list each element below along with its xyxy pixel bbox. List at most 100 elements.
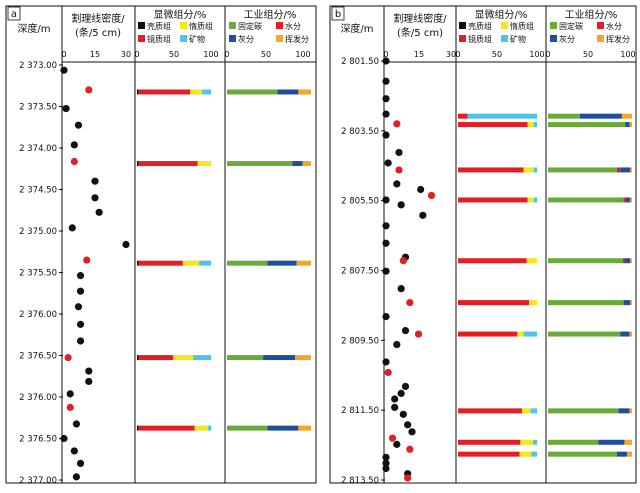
panel-a-cleat-tick-30: 30: [121, 50, 131, 59]
cleat-point-red: [388, 434, 397, 442]
panel-a-industrial-header: 工业组分/%: [244, 8, 297, 21]
cleat-point-black: [382, 464, 390, 473]
cleat-point-black: [122, 240, 130, 249]
maceral-bar-inertinite-segment: [527, 122, 534, 128]
cleat-point-black: [391, 403, 399, 411]
cleat-point-black: [382, 358, 390, 366]
cleat-point-black: [60, 434, 68, 443]
cleat-point-black: [76, 320, 85, 328]
cleat-point-black: [76, 459, 85, 467]
panel-b-cleat-tick-0: 0: [383, 50, 388, 59]
depth-tick-label: 2 807.50: [341, 267, 379, 277]
panel-b-industrial-bars: [548, 113, 632, 457]
depth-tick-label: 2 376.00: [19, 310, 57, 320]
industrial-bar-volatile-segment: [629, 122, 632, 128]
cleat-point-black: [382, 95, 390, 103]
cleat-point-black: [85, 367, 93, 375]
cleat-point-red: [406, 299, 414, 307]
legend-b-inertinite-swatch: [501, 22, 508, 29]
cleat-point-black: [401, 382, 410, 391]
panel-a-depth-axis: 2 373.00 2 373.50 2 374.00 2 374.50 2 375.00…: [19, 61, 63, 486]
panel-a-cleat-tick-15: 15: [90, 50, 100, 59]
legend-b-vitrinite: 镜质组: [468, 34, 492, 44]
industrial-bar-volatile-segment: [296, 260, 311, 266]
cleat-point-black: [382, 453, 390, 461]
panel-a-industrial-tick-0: 0: [224, 50, 229, 59]
industrial-bar-ash-segment: [625, 122, 630, 128]
panel-a-maceral-header: 显微组分/%: [154, 8, 207, 21]
maceral-bar-inertinite-segment: [173, 355, 194, 361]
maceral-bar-vitrinite-segment: [458, 197, 528, 203]
panel-b-cleat-header-line2: (条/5 cm): [397, 26, 443, 39]
maceral-bar-vitrinite-segment: [458, 451, 520, 457]
industrial-bar-fixed-carbon-segment: [548, 451, 617, 457]
industrial-bar-volatile-segment: [630, 300, 632, 306]
depth-tick-label: 2 374.00: [19, 144, 57, 154]
depth-tick-label: 2 805.50: [341, 197, 379, 207]
cleat-point-black: [391, 395, 399, 403]
maceral-bar-inertinite-segment: [197, 161, 211, 167]
maceral-bar-vitrinite-segment: [138, 260, 183, 266]
cleat-point-red: [85, 86, 93, 94]
legend-a-water-swatch: [276, 22, 283, 29]
maceral-bar-vitrinite-segment: [138, 89, 191, 95]
panel-b-cleat-header-line1: 割理线密度/: [393, 12, 447, 25]
panel-a-maceral-tick-50: 50: [169, 50, 179, 59]
cleat-point-black: [382, 77, 390, 85]
industrial-bar-volatile-segment: [630, 167, 632, 173]
industrial-bar-ash-segment: [620, 331, 630, 337]
industrial-bar-ash-segment: [618, 408, 630, 414]
legend-a-shell: 壳质组: [147, 21, 171, 31]
maceral-bar-mineral-segment: [208, 425, 211, 431]
cleat-point-red: [406, 445, 414, 453]
maceral-bar-mineral-segment: [202, 89, 211, 95]
industrial-bar-volatile-segment: [630, 197, 632, 203]
panel-b-industrial-header: 工业组分/%: [565, 8, 618, 21]
legend-a-vitrinite: 镜质组: [147, 34, 171, 44]
industrial-bar-volatile-segment: [629, 408, 632, 414]
cleat-point-black: [397, 389, 405, 398]
cleat-point-black: [397, 201, 405, 209]
legend-a-shell-swatch: [138, 22, 145, 29]
maceral-bar-inertinite-segment: [523, 167, 534, 173]
legend-b-ash: 灰分: [559, 34, 575, 44]
legend-b-inertinite: 惰质组: [510, 21, 534, 31]
cleat-point-black: [91, 177, 99, 185]
legend-b-ash-swatch: [550, 35, 557, 42]
panel-b-industrial-tick-100: 100: [620, 50, 635, 59]
cleat-point-black: [70, 141, 78, 149]
cleat-point-black: [401, 326, 410, 335]
maceral-bar-inertinite-segment: [517, 331, 524, 337]
legend-a-inertinite-swatch: [180, 22, 187, 29]
cleat-point-black: [68, 224, 76, 232]
cleat-point-black: [76, 272, 85, 280]
panel-b-cleat-tick-15: 15: [414, 50, 424, 59]
maceral-bar-vitrinite-segment: [138, 425, 195, 431]
panel-b-industrial-tick-0: 0: [545, 50, 550, 59]
panel-b-depth-axis: 2 801.50 2 803.50 2 805.50 2 807.50 2 809.50…: [341, 57, 385, 486]
cleat-point-black: [382, 131, 390, 139]
cleat-point-black: [74, 121, 83, 129]
cleat-point-black: [382, 110, 390, 118]
maceral-bar-vitrinite-segment: [458, 331, 518, 337]
industrial-bar-fixed-carbon-segment: [548, 408, 619, 414]
depth-tick-label: 2 813.50: [341, 476, 379, 486]
panel-a-cleat-header-line1: 割理线密度/: [71, 12, 125, 25]
panel-b-maceral-tick-0: 0: [455, 50, 460, 59]
cleat-point-black: [382, 57, 390, 65]
maceral-bar-mineral-segment: [533, 197, 537, 203]
industrial-bar-volatile-segment: [298, 89, 311, 95]
industrial-bar-volatile-segment: [626, 451, 632, 457]
cleat-point-black: [417, 185, 425, 194]
cleat-point-black: [62, 104, 70, 113]
maceral-bar-vitrinite-segment: [138, 355, 174, 361]
industrial-bar-ash-segment: [267, 260, 297, 266]
industrial-bar-fixed-carbon-segment: [548, 439, 599, 445]
cleat-point-black: [85, 377, 93, 386]
cleat-point-black: [384, 159, 392, 167]
panel-b-cleat-tick-30: 30: [446, 50, 456, 59]
maceral-bar-vitrinite-segment: [458, 300, 530, 306]
legend-b-shell-swatch: [459, 22, 466, 29]
